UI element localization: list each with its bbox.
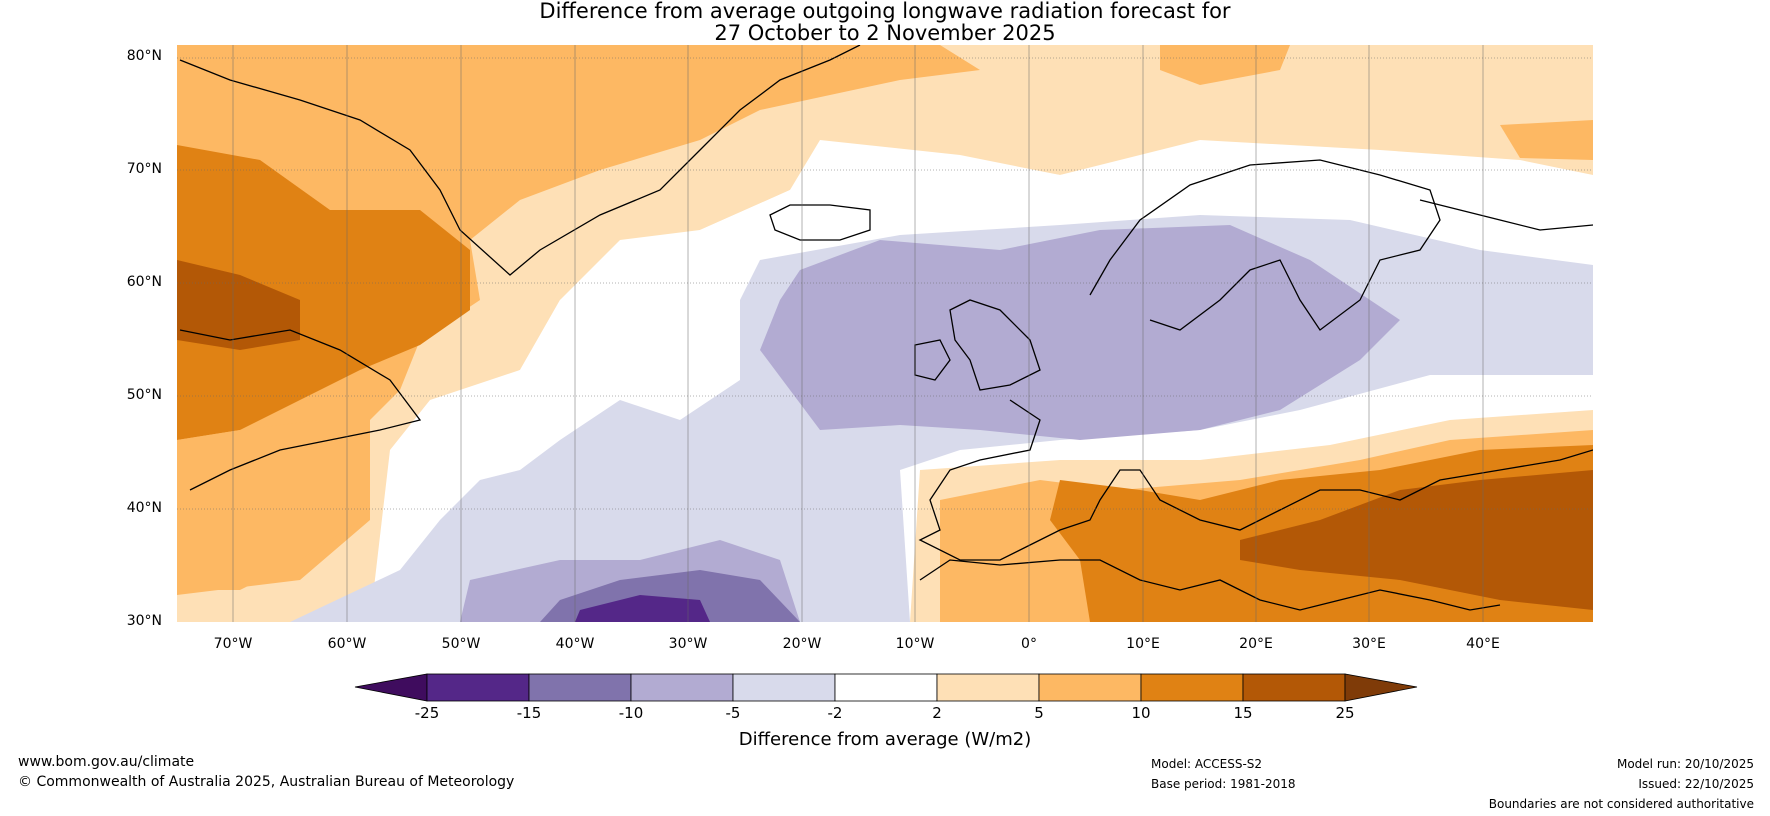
anomaly-darkest-orange-south xyxy=(1240,470,1593,610)
anomaly-orange-sw xyxy=(177,420,360,590)
lon-label: 40°W xyxy=(555,636,595,652)
lon-label: 50°W xyxy=(441,636,481,652)
colorbar-tick-label: 5 xyxy=(1034,704,1044,722)
lon-label: 30°E xyxy=(1352,636,1386,652)
colorbar-unit-label: Difference from average (W/m2) xyxy=(738,729,1032,750)
colorbar-swatch xyxy=(834,673,938,702)
chart-title-line2: 27 October to 2 November 2025 xyxy=(714,21,1056,45)
footer-website[interactable]: www.bom.gov.au/climate xyxy=(18,754,195,770)
anomaly-orange-northeast xyxy=(1160,45,1290,85)
colorbar-tick-label: -2 xyxy=(827,704,843,722)
lon-label: 20°E xyxy=(1239,636,1273,652)
colorbar-swatch xyxy=(630,673,734,702)
lon-label: 20°W xyxy=(782,636,822,652)
footer-copyright: © Commonwealth of Australia 2025, Austra… xyxy=(18,774,515,790)
colorbar-arrow-low xyxy=(354,673,428,702)
coastline-africa xyxy=(919,559,1501,611)
chart-title-line1: Difference from average outgoing longwav… xyxy=(539,0,1231,23)
anomaly-field xyxy=(177,45,1593,622)
colorbar-swatch xyxy=(732,673,836,702)
anomaly-orange-farnortheast xyxy=(1500,120,1593,160)
colorbar xyxy=(354,673,1418,702)
lon-label: 30°W xyxy=(668,636,708,652)
lon-label: 0° xyxy=(1021,636,1037,652)
coastline-labrador xyxy=(179,329,422,491)
lat-label: 30°N xyxy=(126,613,162,629)
footer-model-run: Model run: 20/10/2025 xyxy=(1616,757,1754,771)
coastlines xyxy=(179,45,1593,611)
coastline-europe xyxy=(918,399,1593,561)
lon-label: 60°W xyxy=(327,636,367,652)
colorbar-tick-label: 25 xyxy=(1335,704,1355,722)
footer-model: Model: ACCESS-S2 xyxy=(1151,757,1263,771)
coastline-iceland xyxy=(769,204,871,241)
colorbar-tick-label: -10 xyxy=(618,704,644,722)
colorbar-swatch xyxy=(426,673,530,702)
lon-label: 40°E xyxy=(1466,636,1500,652)
colorbar-tick-label: -25 xyxy=(414,704,440,722)
graticule-lon xyxy=(232,45,1484,622)
lon-label: 10°E xyxy=(1126,636,1160,652)
colorbar-swatch xyxy=(936,673,1040,702)
lon-label: 10°W xyxy=(895,636,935,652)
colorbar-tick-label: -5 xyxy=(725,704,741,722)
colorbar-tick-label: -15 xyxy=(516,704,542,722)
colorbar-swatch xyxy=(528,673,632,702)
coastline-russia-north xyxy=(1419,199,1593,231)
colorbar-swatch xyxy=(1242,673,1346,702)
lon-label: 70°W xyxy=(213,636,253,652)
coastline-greenland xyxy=(179,45,861,276)
colorbar-swatch xyxy=(1140,673,1244,702)
anomaly-darkest-purple xyxy=(575,595,710,622)
lat-label: 60°N xyxy=(126,274,162,290)
lat-label: 80°N xyxy=(126,48,162,64)
colorbar-tick-label: 10 xyxy=(1131,704,1151,722)
footer-disclaimer: Boundaries are not considered authoritat… xyxy=(1488,797,1754,811)
coastline-uk xyxy=(949,299,1041,391)
colorbar-swatch xyxy=(1038,673,1142,702)
footer-base-period: Base period: 1981-2018 xyxy=(1151,777,1296,791)
colorbar-arrow-high xyxy=(1344,673,1418,702)
anomaly-orange-west xyxy=(177,45,980,595)
anomaly-dark-orange-west xyxy=(177,145,470,440)
lat-label: 40°N xyxy=(126,500,162,516)
footer-issued: Issued: 22/10/2025 xyxy=(1638,777,1754,791)
coastline-scandinavia xyxy=(1089,159,1441,331)
anomaly-medium-purple xyxy=(760,225,1400,440)
anomaly-darkest-orange-west xyxy=(177,260,300,350)
lat-label: 50°N xyxy=(126,387,162,403)
colorbar-tick-label: 15 xyxy=(1233,704,1253,722)
lat-label: 70°N xyxy=(126,161,162,177)
colorbar-tick-label: 2 xyxy=(932,704,942,722)
graticule-lat xyxy=(177,57,1593,510)
